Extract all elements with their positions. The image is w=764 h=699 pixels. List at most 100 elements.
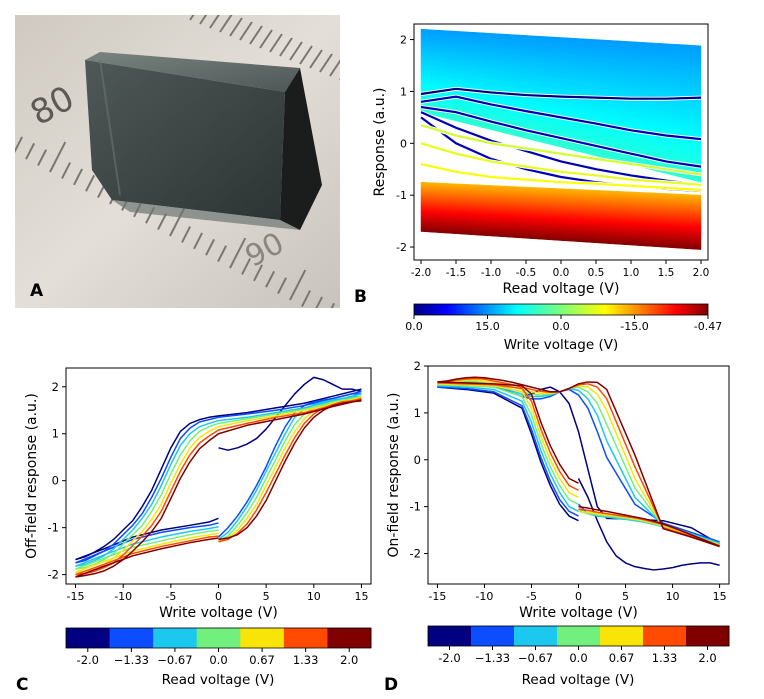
hysteresis-curve: [218, 397, 362, 543]
legend-swatch: [327, 628, 372, 648]
panel-d-legend-bar: -2.0 −1.33 −0.67 0.0 0.67 1.33 2.0: [427, 625, 730, 665]
legend-swatch: [428, 626, 472, 646]
panel-b-colorbar-label: Write voltage (V): [504, 337, 618, 353]
legend-swatch: [514, 626, 558, 646]
x-tick-label: -15: [428, 590, 446, 603]
legend-entry-label: 0.0: [209, 653, 227, 667]
x-tick-label: 2.0: [693, 267, 710, 279]
x-tick-label: 0: [215, 590, 222, 603]
hysteresis-curve: [75, 388, 362, 561]
x-tick-label: 1.0: [623, 267, 640, 279]
panel-label-a: A: [30, 281, 44, 301]
y-axis-label: Off-field response (a.u.): [24, 393, 40, 559]
hysteresis-curve: [437, 377, 720, 547]
legend-swatch: [283, 628, 328, 648]
colorbar-tick-label: 0.0: [552, 320, 570, 333]
legend-swatch: [643, 626, 687, 646]
hysteresis-curve: [437, 380, 720, 545]
colorbar-tick-label: -15.0: [620, 320, 648, 333]
response-line: [420, 124, 702, 176]
hysteresis-curve: [75, 535, 219, 576]
panel-label-d: D: [384, 675, 398, 695]
legend-entry-label: 2.0: [698, 651, 716, 665]
legend-swatch: [686, 626, 730, 646]
y-tick-label: 1: [52, 427, 59, 441]
legend-entry-label: 1.33: [293, 653, 319, 667]
panel-a-photo: 80 90 A: [15, 15, 340, 308]
x-tick-label: 15: [713, 590, 727, 603]
hysteresis-curve: [437, 384, 579, 505]
panel-label-b: B: [354, 287, 367, 307]
panel-b-colorbar: [413, 303, 709, 316]
y-tick-label: -1: [396, 189, 407, 202]
y-tick-label: 0: [400, 137, 407, 150]
hysteresis-curve: [437, 382, 579, 491]
legend-entry-label: 1.33: [652, 651, 678, 665]
legend-entry-label: −1.33: [475, 651, 510, 665]
hysteresis-curve: [437, 381, 720, 543]
response-line: [420, 105, 702, 168]
panel-c-data: [75, 376, 362, 578]
legend-swatch: [240, 628, 285, 648]
y-tick-label: -1: [48, 521, 59, 535]
panel-b-chart: -2.0 -1.5 -1.0 -0.5 0.0 0.5 1.0 1.5 2.0 -2 -1 0 1 2 Re…: [354, 23, 722, 353]
x-tick-label: -10: [114, 590, 132, 603]
x-tick-label: -2.0: [411, 267, 432, 279]
x-tick-label: -1.0: [481, 267, 502, 279]
hysteresis-curve: [75, 537, 219, 578]
panel-b-colorbar-ticks: 0.0 15.0 0.0 -15.0 -0.47: [405, 315, 722, 333]
y-tick-label: 2: [52, 380, 59, 394]
x-axis-label: Write voltage (V): [519, 605, 638, 621]
x-tick-label: -1.5: [446, 267, 467, 279]
x-axis-label: Read voltage (V): [503, 281, 620, 297]
x-tick-label: 15: [354, 590, 368, 603]
legend-swatch: [196, 628, 241, 648]
panel-d-frame: [427, 365, 730, 585]
legend-entry-label: 0.67: [249, 653, 275, 667]
hysteresis-curve: [75, 390, 362, 564]
x-tick-label: -15: [67, 590, 85, 603]
y-tick-label: 1: [400, 85, 407, 98]
hysteresis-curve: [75, 396, 362, 574]
hysteresis-curve: [437, 386, 579, 517]
x-tick-label: 0.5: [588, 267, 605, 279]
crystal-top-face: [85, 52, 300, 92]
x-axis-label: Write voltage (V): [159, 605, 278, 621]
response-line: [420, 162, 702, 192]
colorbar-tick-label: 15.0: [475, 320, 500, 333]
hysteresis-curve: [218, 399, 362, 543]
hysteresis-curve: [437, 381, 720, 544]
x-tick-label: 5: [263, 590, 270, 603]
panel-c-legend-bar: -2.0 −1.33 −0.67 0.0 0.67 1.33 2.0: [65, 627, 372, 667]
hysteresis-curve: [437, 384, 579, 513]
hysteresis-curve: [75, 525, 219, 567]
legend-entry-label: −1.33: [114, 653, 149, 667]
y-tick-label: -2: [410, 547, 421, 561]
response-band-strip: [420, 229, 702, 250]
legend-swatch: [153, 628, 198, 648]
y-tick-label: -1: [410, 500, 421, 514]
colorbar-tick-label: -0.47: [694, 320, 722, 333]
hysteresis-curve: [218, 396, 362, 542]
x-tick-label: 10: [307, 590, 321, 603]
hysteresis-curve: [437, 380, 720, 545]
hysteresis-curve: [437, 379, 720, 546]
y-axis-label: On-field response (a.u.): [386, 393, 402, 558]
hysteresis-curve: [75, 397, 362, 576]
hysteresis-curve: [218, 376, 362, 451]
panel-d-legend-label: Read voltage (V): [522, 672, 635, 688]
panel-b-axes: -2.0 -1.5 -1.0 -0.5 0.0 0.5 1.0 1.5 2.0 -2 -1 0 1 2 Re…: [372, 34, 709, 297]
panel-b-data: [419, 28, 702, 250]
y-axis-label: Response (a.u.): [372, 88, 388, 197]
y-tick-label: 0: [414, 453, 421, 467]
y-tick-label: -2: [48, 568, 59, 582]
legend-entry-label: 2.0: [340, 653, 358, 667]
y-tick-label: -2: [396, 241, 407, 254]
legend-entry-label: 0.67: [609, 651, 635, 665]
legend-swatch: [109, 628, 154, 648]
colorbar-tick-label: 0.0: [405, 320, 423, 333]
